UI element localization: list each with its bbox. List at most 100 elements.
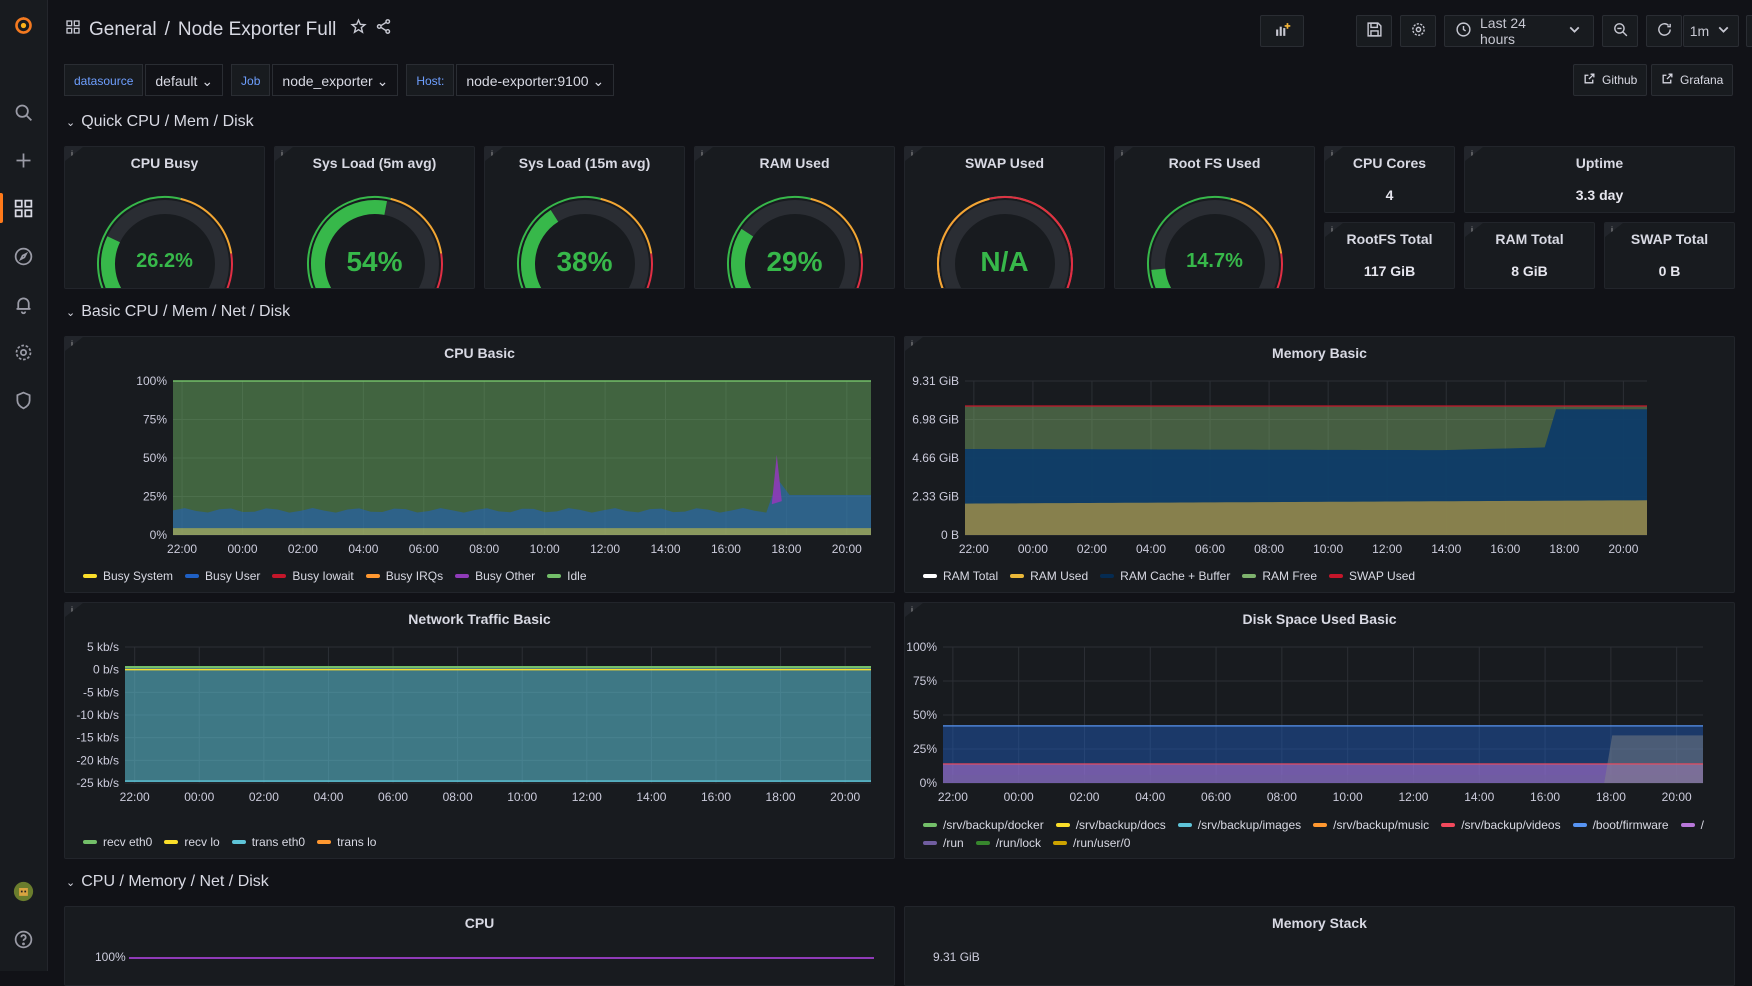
legend-item[interactable]: /srv/backup/music: [1313, 818, 1429, 832]
cpu-basic-chart[interactable]: 100% 75% 50% 25% 0%22:00 00:00 02:00 04:00 06:00…: [65, 373, 895, 583]
busy-system-area: [173, 528, 871, 535]
legend-item[interactable]: Busy Iowait: [272, 569, 354, 583]
legend-item[interactable]: /run/user/0: [1053, 836, 1130, 850]
grafana-link[interactable]: Grafana: [1651, 64, 1734, 96]
dashboard-title[interactable]: Node Exporter Full: [177, 18, 337, 40]
time-range-picker[interactable]: Last 24 hours: [1444, 15, 1594, 47]
panel-network-basic[interactable]: i Network Traffic Basic 5 kb/s 0 b/s -5 kb…: [64, 602, 895, 859]
dashboards-icon[interactable]: [0, 193, 47, 223]
legend-label: Busy Iowait: [292, 569, 354, 583]
x-tick-label: 12:00: [1372, 542, 1402, 556]
add-panel-button[interactable]: [1260, 15, 1304, 47]
legend-item[interactable]: /boot/firmware: [1572, 818, 1669, 832]
variable-select-job[interactable]: node_exporter ⌄: [272, 64, 399, 96]
legend-item[interactable]: RAM Total: [923, 569, 998, 583]
chart-legend: Busy System Busy User Busy Iowait Busy IRQs…: [83, 569, 587, 583]
legend-item[interactable]: RAM Cache + Buffer: [1100, 569, 1230, 583]
legend-item[interactable]: /run/lock: [975, 836, 1041, 850]
row-header-detail[interactable]: ⌄ CPU / Memory / Net / Disk: [66, 873, 269, 891]
panel-memory-basic[interactable]: i Memory Basic 9.31 GiB 6.98 GiB 4.66 GiB 2…: [904, 336, 1735, 593]
legend-item[interactable]: Busy System: [83, 569, 173, 583]
legend-swatch: [1572, 823, 1587, 827]
compass-icon[interactable]: [0, 241, 47, 271]
gauge-panel[interactable]: i Sys Load (15m avg) 38%: [484, 146, 685, 289]
y-tick-label: 6.98 GiB: [912, 413, 959, 427]
legend-item[interactable]: trans eth0: [231, 835, 305, 849]
help-icon[interactable]: [0, 924, 47, 954]
stat-panel-uptime[interactable]: i Uptime 3.3 day: [1464, 146, 1735, 213]
stat-panel-cpu-cores[interactable]: i CPU Cores 4: [1324, 146, 1455, 213]
threshold-orange: [390, 197, 443, 254]
legend-label: /srv/backup/videos: [1461, 818, 1561, 832]
legend-item[interactable]: recv lo: [164, 835, 220, 849]
dashboard-settings-button[interactable]: [1400, 15, 1436, 47]
panel-cpu[interactable]: CPU 100%: [64, 906, 895, 986]
panel-title: Network Traffic Basic: [408, 611, 551, 627]
row-header-quick[interactable]: ⌄ Quick CPU / Mem / Disk: [66, 113, 254, 131]
tv-mode-button[interactable]: [1746, 15, 1752, 47]
clock-icon: [1455, 21, 1472, 41]
legend-item[interactable]: /: [1680, 818, 1704, 832]
network-basic-chart[interactable]: 5 kb/s 0 b/s -5 kb/s -10 kb/s -15 kb/s -20 kb…: [65, 639, 895, 849]
breadcrumb-folder[interactable]: General: [89, 18, 157, 40]
gauge-panel[interactable]: i SWAP Used N/A: [904, 146, 1105, 289]
plus-icon[interactable]: [0, 145, 47, 175]
threshold-orange: [600, 197, 653, 254]
search-icon[interactable]: [0, 97, 47, 127]
gauge-value: N/A: [980, 246, 1029, 277]
legend-item[interactable]: Idle: [547, 569, 587, 583]
save-dashboard-button[interactable]: [1356, 15, 1392, 47]
grafana-logo-icon[interactable]: [0, 10, 47, 40]
gauge-panel[interactable]: i Sys Load (5m avg) 54%: [274, 146, 475, 289]
variable-select-host[interactable]: node-exporter:9100 ⌄: [456, 64, 615, 96]
gauge-panel[interactable]: i RAM Used 29%: [694, 146, 895, 289]
zoom-out-button[interactable]: [1602, 15, 1638, 47]
legend-item[interactable]: Busy IRQs: [365, 569, 443, 583]
legend-item[interactable]: /srv/backup/docker: [923, 818, 1044, 832]
shield-icon[interactable]: [0, 385, 47, 415]
legend-label: Busy User: [205, 569, 261, 583]
bell-icon[interactable]: [0, 289, 47, 319]
stat-panel-ram-total[interactable]: i RAM Total 8 GiB: [1464, 222, 1595, 289]
gauge-track: [941, 200, 1069, 288]
stat-panel-rootfs-total[interactable]: i RootFS Total 117 GiB: [1324, 222, 1455, 289]
gauge-track: [101, 200, 229, 288]
avatar[interactable]: [0, 876, 47, 906]
legend-item[interactable]: SWAP Used: [1329, 569, 1415, 583]
legend-label: /srv/backup/docs: [1075, 818, 1166, 832]
refresh-interval-picker[interactable]: 1m: [1683, 15, 1739, 47]
gear-icon[interactable]: [0, 337, 47, 367]
github-link[interactable]: Github: [1573, 64, 1648, 96]
x-tick-label: 04:00: [1135, 790, 1165, 804]
panel-disk-basic[interactable]: i Disk Space Used Basic 100% 75% 50% 25% 0% 2…: [904, 602, 1735, 859]
legend-item[interactable]: trans lo: [317, 835, 376, 849]
legend-label: recv eth0: [103, 835, 153, 849]
y-tick-label: -10 kb/s: [76, 708, 119, 722]
legend-item[interactable]: recv eth0: [83, 835, 152, 849]
memory-basic-chart[interactable]: 9.31 GiB 6.98 GiB 4.66 GiB 2.33 GiB 0 B22:00…: [905, 373, 1735, 583]
side-nav: [0, 0, 48, 971]
row-header-basic[interactable]: ⌄ Basic CPU / Mem / Net / Disk: [66, 303, 290, 321]
x-tick-label: 20:00: [832, 542, 862, 556]
legend-item[interactable]: /run: [923, 836, 964, 850]
legend-item[interactable]: Busy Other: [455, 569, 535, 583]
legend-item[interactable]: /srv/backup/docs: [1055, 818, 1166, 832]
panel-memory-stack[interactable]: Memory Stack 9.31 GiB: [904, 906, 1735, 986]
legend-item[interactable]: Busy User: [185, 569, 260, 583]
star-icon[interactable]: [350, 18, 367, 41]
stat-panel-swap-total[interactable]: i SWAP Total 0 B: [1604, 222, 1735, 289]
legend-item[interactable]: RAM Used: [1010, 569, 1088, 583]
panel-cpu-basic[interactable]: i CPU Basic 100% 75% 50% 25% 0% 22:00 00:00 02:…: [64, 336, 895, 593]
x-tick-label: 04:00: [313, 790, 343, 804]
legend-item[interactable]: /srv/backup/videos: [1441, 818, 1561, 832]
gauge-panel[interactable]: i CPU Busy 26.2%: [64, 146, 265, 289]
refresh-button[interactable]: [1646, 15, 1682, 47]
gauge-panel[interactable]: i Root FS Used 14.7%: [1114, 146, 1315, 289]
x-tick-label: 00:00: [227, 542, 257, 556]
disk-basic-chart[interactable]: 100% 75% 50% 25% 0%22:00 00:00 02:00 04:00 06:00…: [905, 639, 1735, 835]
variable-select-datasource[interactable]: default ⌄: [145, 64, 224, 96]
legend-item[interactable]: RAM Free: [1242, 569, 1317, 583]
legend-item[interactable]: /srv/backup/images: [1177, 818, 1301, 832]
variable-value: node_exporter: [282, 73, 373, 89]
share-icon[interactable]: [375, 18, 392, 41]
